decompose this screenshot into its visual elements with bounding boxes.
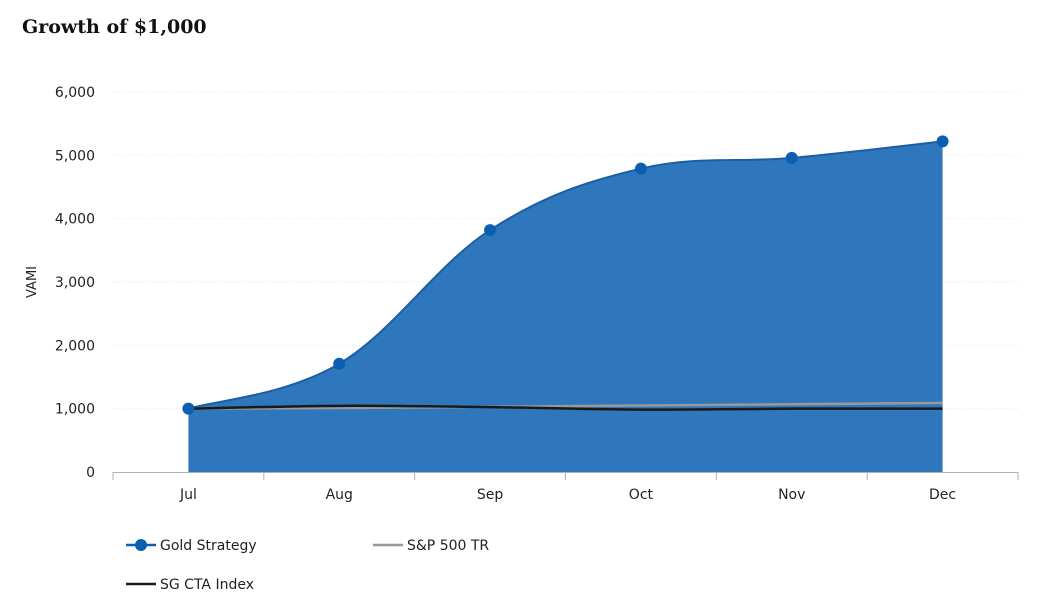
y-axis-title: VAMI [25, 266, 40, 298]
legend-item-s-p-500-tr[interactable]: S&P 500 TR [373, 538, 489, 554]
y-tick-label: 2,000 [55, 338, 95, 354]
y-tick-label: 5,000 [55, 148, 95, 164]
gold-strategy-point[interactable] [182, 402, 195, 415]
s-p-500-tr-line [188, 401, 943, 410]
sg-cta-index-line [188, 404, 943, 411]
x-tick-label: Jul [179, 487, 197, 503]
legend-marker [135, 539, 147, 551]
gold-strategy-point[interactable] [634, 162, 647, 175]
legend-label: Gold Strategy [160, 538, 257, 554]
gold-strategy-point[interactable] [785, 151, 798, 164]
x-tick-label: Dec [929, 487, 956, 503]
x-tick-label: Oct [629, 487, 654, 503]
gold-strategy-point[interactable] [484, 224, 497, 237]
y-tick-label: 6,000 [55, 85, 95, 101]
x-tick-label: Aug [326, 487, 353, 503]
gold-strategy-area [188, 141, 943, 472]
y-tick-label: 0 [86, 465, 95, 481]
gold-strategy-point[interactable] [333, 357, 346, 370]
legend-item-gold-strategy[interactable]: Gold Strategy [126, 538, 257, 554]
legend-label: S&P 500 TR [407, 538, 489, 554]
gold-strategy-point[interactable] [936, 135, 949, 148]
legend-label: SG CTA Index [160, 577, 254, 593]
gold-strategy-line [188, 140, 943, 410]
x-tick-label: Nov [778, 487, 805, 503]
legend-item-sg-cta-index[interactable]: SG CTA Index [126, 577, 254, 593]
y-tick-label: 4,000 [55, 212, 95, 228]
y-tick-label: 3,000 [55, 275, 95, 291]
x-tick-label: Sep [477, 487, 504, 503]
chart-title: Growth of $1,000 [22, 16, 207, 38]
y-tick-label: 1,000 [55, 402, 95, 418]
